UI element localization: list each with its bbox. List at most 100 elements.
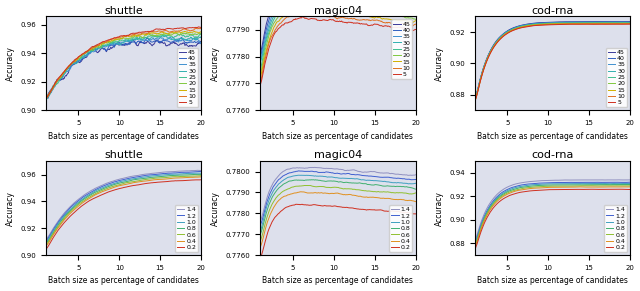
5 [300, 15, 307, 19]
35 [563, 21, 571, 24]
15 [197, 30, 205, 33]
Line: 1.2: 1.2 [474, 182, 630, 243]
0.4 [563, 185, 571, 189]
Line: 0.2: 0.2 [45, 180, 201, 250]
Line: 0.6: 0.6 [45, 176, 201, 245]
1.4 [134, 174, 142, 177]
0.4 [137, 180, 145, 183]
20 [602, 22, 610, 25]
15 [349, 13, 357, 16]
1.2 [294, 169, 302, 173]
0.8 [134, 177, 142, 181]
5 [563, 22, 571, 26]
35 [257, 59, 264, 63]
25 [197, 31, 205, 35]
1.4 [311, 166, 319, 169]
Line: 0.2: 0.2 [474, 189, 630, 250]
0.4 [173, 176, 180, 180]
0.8 [563, 183, 570, 187]
30 [159, 33, 166, 37]
Title: magic04: magic04 [314, 6, 362, 15]
X-axis label: Batch size as percentage of candidates: Batch size as percentage of candidates [48, 276, 199, 285]
1.4 [349, 168, 357, 172]
0.2 [618, 187, 625, 191]
35 [173, 39, 181, 42]
1.4 [602, 178, 609, 182]
0.8 [470, 244, 478, 247]
25 [612, 21, 620, 25]
1.2 [563, 181, 571, 184]
5 [256, 84, 264, 88]
20 [612, 22, 620, 25]
Title: magic04: magic04 [314, 150, 362, 160]
30 [612, 21, 620, 24]
0.2 [182, 179, 190, 182]
Line: 1.0: 1.0 [260, 175, 415, 232]
25 [471, 98, 479, 101]
0.6 [388, 191, 396, 194]
Line: 0.6: 0.6 [474, 186, 630, 246]
Title: cod-rna: cod-rna [531, 150, 573, 160]
Legend: 45, 40, 35, 30, 25, 20, 15, 10, 5: 45, 40, 35, 30, 25, 20, 15, 10, 5 [392, 19, 412, 79]
15 [182, 30, 190, 34]
30 [626, 21, 634, 24]
0.8 [566, 183, 573, 187]
45 [42, 98, 49, 102]
35 [470, 99, 478, 102]
35 [412, 2, 419, 6]
0.4 [352, 194, 360, 197]
35 [612, 20, 620, 24]
0.8 [197, 173, 205, 176]
10 [352, 18, 360, 21]
Line: 1.4: 1.4 [260, 167, 415, 222]
30 [257, 59, 264, 63]
0.4 [297, 190, 305, 194]
1.4 [42, 237, 50, 241]
Line: 1.0: 1.0 [474, 183, 630, 244]
30 [42, 98, 50, 101]
0.2 [134, 183, 142, 187]
0.8 [612, 183, 620, 186]
10 [397, 22, 405, 26]
0.2 [197, 178, 205, 182]
45 [173, 43, 181, 46]
Line: 0.4: 0.4 [45, 177, 201, 246]
1.0 [412, 182, 419, 185]
Y-axis label: Accuracy: Accuracy [211, 46, 220, 81]
40 [563, 20, 571, 24]
0.4 [563, 185, 570, 189]
Y-axis label: Accuracy: Accuracy [211, 191, 220, 226]
40 [134, 40, 142, 43]
Line: 20: 20 [474, 23, 630, 101]
20 [42, 97, 50, 101]
15 [134, 34, 141, 38]
45 [602, 20, 609, 23]
40 [612, 20, 620, 24]
5 [626, 22, 634, 26]
0.6 [626, 184, 634, 188]
0.4 [42, 245, 49, 248]
Line: 25: 25 [45, 33, 201, 100]
35 [42, 97, 49, 101]
0.2 [349, 206, 357, 210]
1.0 [42, 240, 50, 244]
5 [566, 22, 573, 26]
10 [602, 22, 609, 26]
5 [257, 82, 264, 86]
0.4 [602, 185, 610, 189]
5 [388, 25, 396, 29]
5 [470, 101, 478, 104]
35 [349, 0, 357, 1]
Line: 0.4: 0.4 [474, 187, 630, 248]
Line: 0.8: 0.8 [474, 184, 630, 246]
0.6 [471, 244, 479, 247]
1.4 [563, 178, 571, 182]
0.8 [349, 181, 357, 184]
5 [197, 26, 205, 29]
15 [134, 35, 142, 38]
Line: 30: 30 [45, 35, 201, 101]
45 [138, 41, 145, 45]
30 [563, 21, 571, 24]
25 [349, 5, 356, 8]
Line: 40: 40 [45, 37, 201, 98]
